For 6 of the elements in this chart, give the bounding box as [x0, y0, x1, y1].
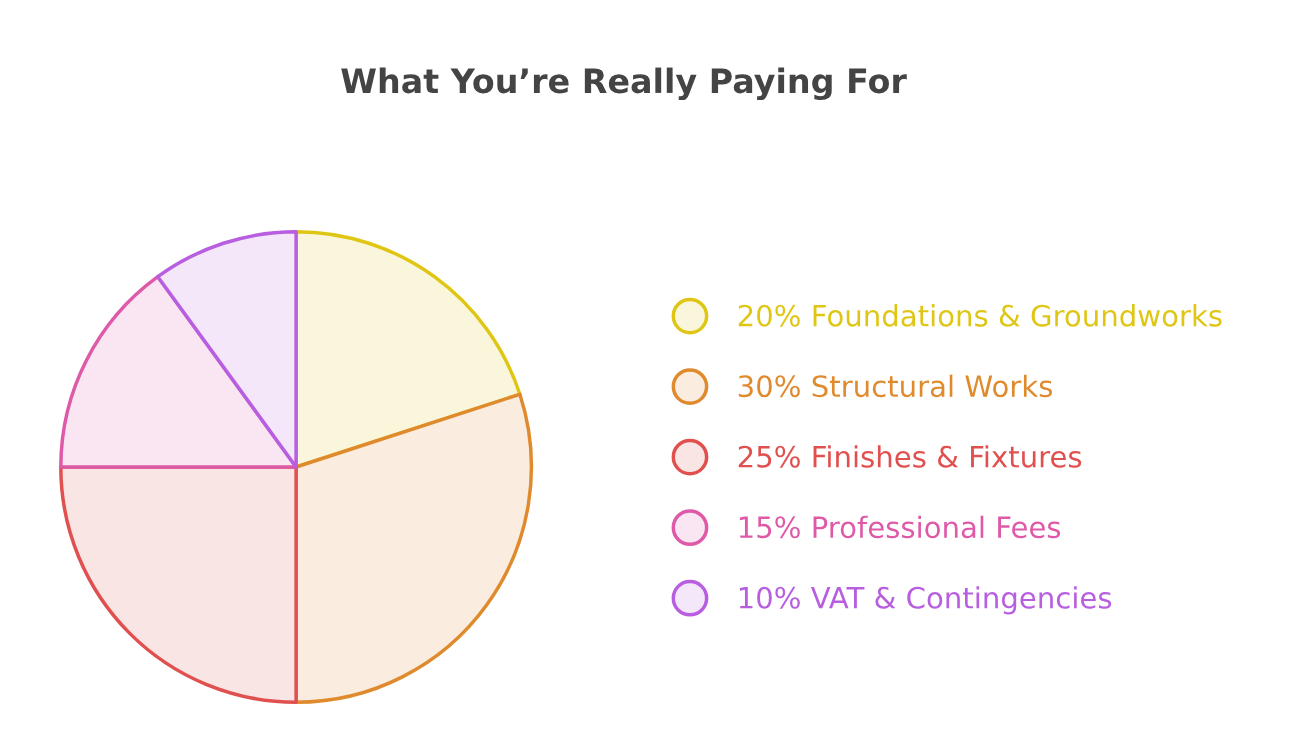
- chart-title: What You’re Really Paying For: [341, 67, 907, 101]
- legend-label: 15% Professional Fees: [739, 515, 1061, 539]
- legend-label: 10% VAT & Contingencies: [739, 586, 1112, 615]
- legend-label: 30% Structural Works: [738, 374, 1052, 398]
- legend-label: 25% Finishes & Fixtures: [738, 445, 1082, 468]
- legend-label: 20% Foundations & Groundworks: [738, 304, 1222, 327]
